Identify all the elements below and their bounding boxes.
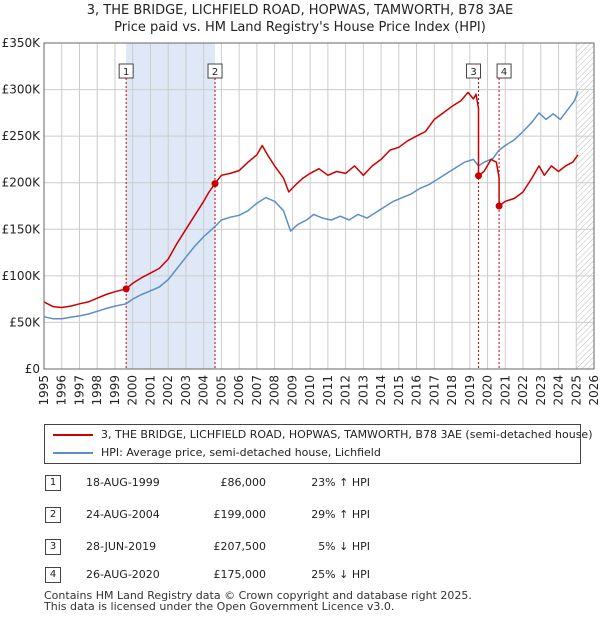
- x-tick-label: 2000: [126, 375, 140, 406]
- transaction-number-badge: 3: [45, 539, 61, 555]
- transaction-price: £86,000: [220, 476, 267, 489]
- x-tick-label: 2015: [392, 375, 406, 406]
- marker-3-badge: [466, 63, 481, 79]
- x-tick-label: 1999: [108, 375, 122, 406]
- x-tick-label: 2021: [498, 375, 512, 406]
- x-tick-label: 1997: [72, 375, 86, 406]
- transaction-row: 1 18-AUG-1999 £86,000 23% ↑ HPI: [0, 473, 600, 493]
- x-tick-label: 2004: [197, 375, 211, 406]
- x-tick-label: 2013: [356, 375, 370, 406]
- plot-border: [43, 42, 595, 370]
- y-tick-label: £50K: [9, 315, 41, 329]
- y-tick-label: £250K: [2, 129, 42, 143]
- y-tick-label: £300K: [2, 83, 42, 97]
- x-tick-label: 2019: [463, 375, 477, 406]
- x-tick-label: 2025: [569, 375, 583, 406]
- transaction-price: £175,000: [213, 568, 267, 581]
- footer-copyright: Contains HM Land Registry data © Crown c…: [44, 589, 472, 602]
- transaction-row: 3 28-JUN-2019 £207,500 5% ↓ HPI: [0, 537, 600, 557]
- x-tick-label: 2010: [303, 375, 317, 406]
- marker-3-point: [475, 172, 482, 180]
- marker-4-label: 4: [501, 67, 507, 78]
- transaction-number-badge: 2: [45, 507, 61, 523]
- x-tick-label: 2020: [481, 375, 495, 406]
- chart-subtitle: Price paid vs. HM Land Registry's House …: [114, 20, 486, 35]
- marker-3-label: 3: [470, 67, 476, 78]
- transaction-row: 2 24-AUG-2004 £199,000 29% ↑ HPI: [0, 505, 600, 525]
- x-tick-label: 1996: [55, 375, 69, 406]
- x-tick-label: 2026: [587, 375, 600, 406]
- marker-2-badge: [207, 63, 223, 79]
- transaction-price: £207,500: [213, 540, 267, 553]
- transaction-date: 26-AUG-2020: [86, 568, 160, 581]
- shaded-period: [126, 43, 216, 369]
- marker-4-point: [495, 202, 503, 210]
- transaction-hpi-diff: 25% ↓ HPI: [311, 568, 370, 581]
- y-tick-label: £350K: [2, 36, 42, 50]
- x-tick-label: 2017: [427, 375, 441, 406]
- x-tick-label: 2006: [232, 375, 246, 406]
- transaction-date: 24-AUG-2004: [86, 508, 160, 521]
- transaction-hpi-diff: 5% ↓ HPI: [318, 540, 370, 553]
- transaction-number-badge: 1: [45, 475, 61, 491]
- x-tick-label: 1995: [37, 375, 51, 406]
- x-tick-label: 2001: [143, 375, 157, 406]
- marker-2-point: [211, 180, 219, 188]
- x-tick-label: 2018: [445, 375, 459, 406]
- transaction-hpi-diff: 23% ↑ HPI: [311, 476, 370, 489]
- transaction-number-badge: 4: [45, 567, 61, 583]
- x-tick-label: 2009: [285, 375, 299, 406]
- price-chart: £0 £50K £100K £150K £200K £250K £300K £350K 1995…: [2, 36, 600, 406]
- x-tick-label: 2007: [250, 375, 264, 406]
- marker-4-badge: [496, 63, 512, 79]
- transaction-date: 28-JUN-2019: [86, 540, 157, 553]
- x-tick-label: 2022: [516, 375, 530, 406]
- transaction-row: 4 26-AUG-2020 £175,000 25% ↓ HPI: [0, 565, 600, 585]
- x-tick-label: 2005: [214, 375, 228, 406]
- forecast-hatch: [576, 43, 594, 369]
- property-series-line: [43, 91, 579, 309]
- y-tick-label: £150K: [2, 222, 42, 236]
- transaction-hpi-diff: 29% ↑ HPI: [311, 508, 370, 521]
- transaction-price: £199,000: [213, 508, 267, 521]
- x-tick-label: 2014: [374, 375, 388, 406]
- x-tick-label: 2008: [268, 375, 282, 406]
- x-tick-label: 2012: [339, 375, 353, 406]
- x-tick-label: 2003: [179, 375, 193, 406]
- hpi-series-line: [43, 91, 579, 320]
- y-tick-label: £100K: [2, 269, 42, 283]
- x-tick-label: 2011: [321, 375, 335, 406]
- x-tick-label: 2023: [534, 375, 548, 406]
- y-tick-label: £200K: [2, 176, 42, 190]
- footer-licence: This data is licensed under the Open Gov…: [44, 600, 395, 613]
- marker-1-badge: [118, 63, 134, 79]
- marker-2-label: 2: [212, 67, 218, 78]
- x-tick-label: 1998: [90, 375, 104, 406]
- transaction-date: 18-AUG-1999: [86, 476, 160, 489]
- x-tick-label: 2016: [410, 375, 424, 406]
- x-tick-label: 2002: [161, 375, 175, 406]
- legend-swatch-property: [53, 434, 93, 436]
- chart-title: 3, THE BRIDGE, LICHFIELD ROAD, HOPWAS, T…: [86, 3, 514, 18]
- legend-swatch-hpi: [53, 452, 93, 454]
- legend-label-hpi: HPI: Average price, semi-detached house,…: [101, 446, 381, 459]
- x-tick-label: 2024: [552, 375, 566, 406]
- legend-label-property: 3, THE BRIDGE, LICHFIELD ROAD, HOPWAS, T…: [101, 428, 593, 441]
- marker-1-label: 1: [123, 67, 129, 78]
- chart-legend: 3, THE BRIDGE, LICHFIELD ROAD, HOPWAS, T…: [44, 424, 593, 464]
- y-tick-label: £0: [25, 362, 40, 376]
- marker-1-point: [122, 285, 130, 293]
